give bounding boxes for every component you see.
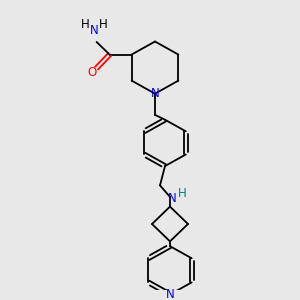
Text: N: N	[151, 87, 159, 100]
Text: O: O	[87, 66, 96, 80]
Text: H: H	[81, 18, 90, 31]
Text: N: N	[166, 288, 174, 300]
Text: H: H	[178, 187, 186, 200]
Text: H: H	[99, 18, 108, 31]
Text: N: N	[90, 24, 99, 37]
Text: N: N	[168, 192, 176, 206]
